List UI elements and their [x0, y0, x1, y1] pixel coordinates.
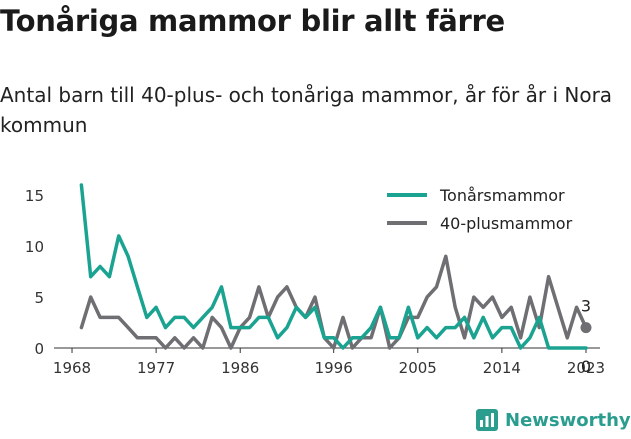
legend-label: Tonårsmammor [439, 186, 565, 205]
chart-subtitle: Antal barn till 40-plus- och tonåriga ma… [0, 83, 613, 137]
chart-title: Tonåriga mammor blir allt färre [0, 4, 505, 38]
x-tick-label: 2005 [399, 359, 437, 377]
chart-legend: Tonårsmammor 40-plusmammor [387, 186, 573, 233]
newsworthy-logo-icon [476, 409, 498, 431]
end-value-label: 0 [581, 357, 591, 376]
end-value-label: 3 [581, 297, 591, 316]
chart-axes: 0 5 10 15 1968 1977 1986 1996 2005 2014 2023 [25, 187, 605, 377]
brand-name: Newsworthy [505, 409, 631, 431]
brand-logo: Newsworthy [475, 408, 631, 432]
y-tick-label: 5 [34, 289, 44, 307]
x-tick-label: 2014 [483, 359, 521, 377]
series-line-tonårsmammor [79, 183, 588, 350]
legend-label: 40-plusmammor [440, 214, 573, 233]
x-tick-label: 1977 [137, 359, 175, 377]
x-tick-label: 1986 [221, 359, 259, 377]
series-line-40-plusmammor [79, 254, 588, 350]
y-tick-label: 15 [25, 187, 44, 205]
y-tick-label: 10 [25, 238, 44, 256]
end-point-marker [580, 322, 592, 334]
x-tick-label: 2023 [567, 359, 605, 377]
x-tick-label: 1968 [53, 359, 91, 377]
y-tick-label: 0 [34, 340, 44, 358]
end-markers: 03 [580, 297, 592, 376]
chart-lines [79, 183, 588, 350]
x-tick-label: 1996 [315, 359, 353, 377]
